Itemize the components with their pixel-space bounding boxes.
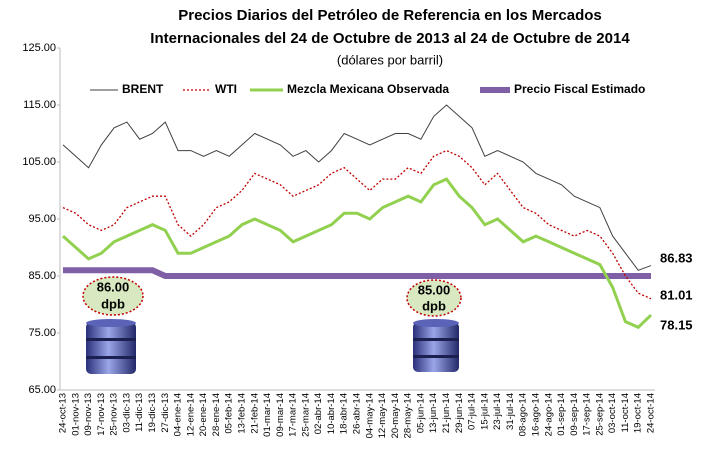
x-tick-label: 01-sep-14 (556, 393, 567, 436)
badge-unit: dpb (101, 296, 125, 311)
x-tick-label: 01-mar-14 (262, 393, 273, 437)
x-tick-label: 18-abr-14 (339, 393, 350, 434)
x-tick-label: 09-mar-14 (275, 393, 286, 437)
x-tick-label: 26-abr-14 (352, 393, 363, 434)
x-tick-label: 12-ene-14 (185, 393, 196, 436)
barrel-icon (413, 319, 459, 372)
x-tick-label: 05-feb-14 (224, 393, 235, 434)
badge-unit: dpb (422, 298, 446, 313)
x-tick-label: 24-ago-14 (543, 393, 554, 436)
x-tick-label: 05-jun-14 (415, 393, 426, 433)
legend-label: Precio Fiscal Estimado (514, 82, 645, 96)
chart: Precios Diarios del Petróleo de Referenc… (0, 0, 704, 453)
legend-label: WTI (215, 82, 237, 96)
barrel-icon (86, 319, 136, 374)
y-tick-label: 95.00 (28, 213, 56, 225)
y-tick-label: 105.00 (22, 156, 56, 168)
x-tick-label: 08-ago-14 (518, 393, 529, 436)
chart-title: Precios Diarios del Petróleo de Referenc… (178, 7, 602, 24)
x-tick-label: 13-feb-14 (236, 393, 247, 434)
x-tick-label: 24-oct-14 (646, 393, 657, 433)
x-tick-label: 02-abr-14 (313, 393, 324, 434)
x-tick-label: 28-may-14 (403, 393, 414, 438)
x-tick-label: 21-jun-14 (441, 393, 452, 433)
badge-value: 86.00 (97, 279, 130, 294)
x-tick-label: 09-sep-14 (569, 393, 580, 436)
x-tick-label: 03-oct-14 (607, 393, 618, 433)
x-tick-label: 25-mar-14 (300, 393, 311, 437)
y-tick-label: 65.00 (28, 384, 56, 396)
x-tick-label: 16-ago-14 (530, 393, 541, 436)
value-label: 81.01 (660, 287, 693, 302)
x-tick-label: 13-jun-14 (428, 393, 439, 433)
value-label: 86.83 (660, 250, 693, 265)
x-tick-label: 27-dic-13 (160, 393, 171, 433)
legend-label: Mezcla Mexicana Observada (287, 82, 449, 96)
x-tick-label: 25-sep-14 (594, 393, 605, 436)
x-tick-label: 17-sep-14 (582, 393, 593, 436)
badge-value: 85.00 (418, 282, 451, 297)
x-tick-label: 20-may-14 (390, 393, 401, 438)
legend-label: BRENT (122, 82, 164, 96)
x-tick-label: 04-ene-14 (173, 393, 184, 436)
series-line (63, 270, 651, 276)
value-label: 78.15 (660, 317, 693, 332)
x-tick-label: 31-jul-14 (505, 393, 516, 430)
x-tick-label: 17-nov-13 (96, 393, 107, 436)
y-tick-label: 85.00 (28, 270, 56, 282)
y-tick-label: 75.00 (28, 327, 56, 339)
chart-title: Internacionales del 24 de Octubre de 201… (150, 30, 630, 47)
x-tick-label: 29-jun-14 (454, 393, 465, 433)
series-line (63, 179, 651, 327)
x-tick-label: 15-jul-14 (479, 393, 490, 430)
x-tick-label: 23-jul-14 (492, 393, 503, 430)
x-tick-label: 11-dic-13 (134, 393, 145, 432)
x-tick-label: 21-feb-14 (249, 393, 260, 434)
x-tick-label: 01-nov-13 (70, 393, 81, 436)
x-tick-label: 19-oct-14 (633, 393, 644, 433)
x-tick-label: 20-ene-14 (198, 393, 209, 436)
y-tick-label: 125.00 (22, 42, 56, 54)
x-tick-label: 11-oct-14 (620, 393, 631, 432)
x-tick-label: 17-mar-14 (288, 393, 299, 437)
x-tick-label: 24-oct-13 (58, 393, 69, 433)
x-tick-label: 10-abr-14 (326, 393, 337, 434)
x-tick-label: 19-dic-13 (147, 393, 158, 433)
x-tick-label: 25-nov-13 (109, 393, 120, 436)
x-tick-label: 03-dic-13 (121, 393, 132, 433)
x-tick-label: 07-jul-14 (467, 393, 478, 430)
y-tick-label: 115.00 (23, 99, 56, 111)
x-tick-label: 09-nov-13 (83, 393, 94, 436)
chart-subtitle: (dólares por barril) (337, 52, 443, 67)
x-tick-label: 28-ene-14 (211, 393, 222, 436)
x-tick-label: 12-may-14 (377, 393, 388, 438)
x-tick-label: 04-may-14 (364, 393, 375, 438)
series-line (63, 105, 651, 270)
